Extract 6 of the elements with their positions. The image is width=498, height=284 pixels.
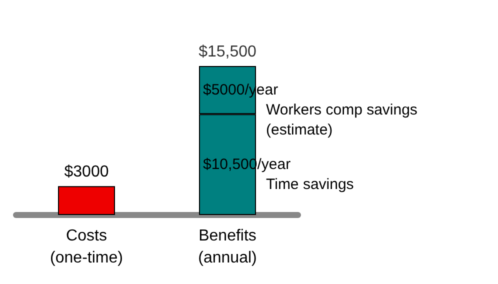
annotation: Workers comp savings (estimate) bbox=[266, 102, 418, 139]
data-label: $3000 bbox=[64, 164, 109, 181]
total-label: $15,500 bbox=[198, 44, 257, 61]
x-tick-label: Benefits (annual) bbox=[198, 228, 257, 266]
annotation: Time savings bbox=[266, 176, 354, 194]
x-tick-label: Costs (one-time) bbox=[50, 228, 123, 266]
